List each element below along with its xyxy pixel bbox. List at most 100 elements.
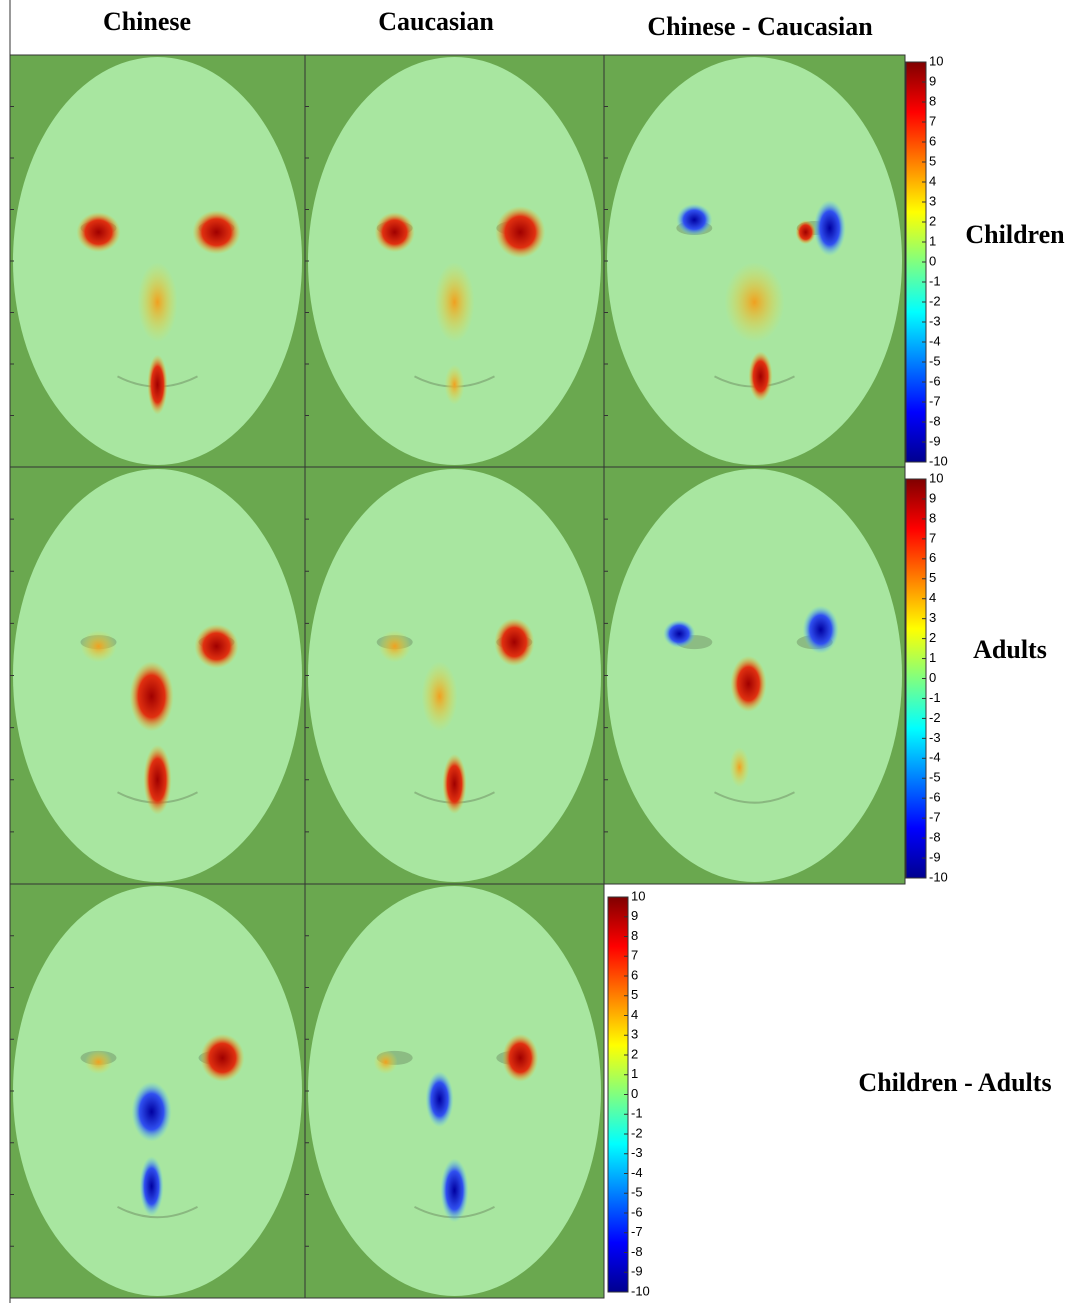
- colorbar-tick-label: -10: [631, 1283, 650, 1298]
- colorbar-tick-label: -1: [929, 690, 941, 705]
- colorbar-tick-label: -9: [929, 849, 941, 864]
- colorbar-tick-label: 0: [631, 1086, 638, 1101]
- colorbar-tick-label: -4: [631, 1165, 643, 1180]
- heat-blob: [375, 212, 415, 252]
- colorbar-tick-label: -6: [929, 790, 941, 805]
- heat-blob: [495, 206, 545, 258]
- colorbar-tick-label: -2: [631, 1125, 643, 1140]
- colorbar-tick-label: 9: [631, 908, 638, 923]
- heat-blob: [725, 262, 785, 342]
- colorbar-tick-label: 3: [929, 193, 936, 208]
- heat-blob: [374, 1050, 398, 1074]
- heat-blob: [148, 355, 168, 415]
- colorbar-tick-label: -5: [929, 770, 941, 785]
- heat-blob: [140, 1156, 164, 1216]
- heat-blob: [814, 200, 846, 256]
- colorbar-tick-label: -7: [631, 1224, 643, 1239]
- row-label: Adults: [973, 635, 1047, 664]
- colorbar-tick-label: 10: [929, 53, 943, 68]
- colorbar-tick-label: 5: [929, 153, 936, 168]
- colorbar-tick-label: -8: [631, 1244, 643, 1259]
- colorbar-tick-label: -8: [929, 830, 941, 845]
- colorbar-tick-label: -10: [929, 453, 948, 468]
- colorbar-tick-label: 4: [631, 1007, 638, 1022]
- colorbar-tick-label: -2: [929, 710, 941, 725]
- colorbar-tick-label: 3: [631, 1027, 638, 1042]
- heat-blob: [494, 618, 534, 666]
- colorbar-tick-label: -4: [929, 750, 941, 765]
- colorbar-tick-label: -8: [929, 413, 941, 428]
- colorbar-tick-label: 1: [631, 1066, 638, 1081]
- colorbar-tick-label: 10: [929, 470, 943, 485]
- colorbar-tick-label: -1: [929, 273, 941, 288]
- heat-blob: [729, 747, 749, 787]
- colorbar-tick-label: 2: [929, 630, 936, 645]
- colorbar-tick-label: 0: [929, 253, 936, 268]
- colorbar-tick-label: -6: [631, 1204, 643, 1219]
- colorbar-tick-label: 7: [631, 948, 638, 963]
- heat-blob: [77, 212, 121, 252]
- heat-blob: [85, 1050, 113, 1074]
- colorbar-tick-label: 4: [929, 590, 936, 605]
- heat-blob: [138, 262, 178, 342]
- colorbar-tick-label: 0: [929, 670, 936, 685]
- heat-blob: [81, 630, 117, 662]
- colorbar-tick-label: 9: [929, 490, 936, 505]
- colorbar-tick-label: 6: [929, 133, 936, 148]
- colorbar-tick-label: 1: [929, 650, 936, 665]
- colorbar-tick-label: 7: [929, 113, 936, 128]
- heat-blob: [441, 1158, 469, 1222]
- colorbar-tick-label: -10: [929, 869, 948, 884]
- colorbar-tick-label: -9: [631, 1264, 643, 1279]
- colorbar-tick-label: -7: [929, 810, 941, 825]
- figure: Chinese Caucasian Chinese - Caucasian Ch…: [0, 0, 1073, 1303]
- column-title: Chinese: [103, 7, 191, 36]
- heat-blob: [132, 1082, 172, 1142]
- colorbar-tick-label: 6: [631, 967, 638, 982]
- face: [308, 886, 601, 1296]
- colorbar-tick-label: 10: [631, 888, 645, 903]
- heat-blob: [422, 661, 458, 731]
- colorbar-tick-label: 3: [929, 610, 936, 625]
- colorbar-tick-label: 4: [929, 173, 936, 188]
- colorbar-tick-label: -9: [929, 433, 941, 448]
- heat-blob: [426, 1071, 454, 1127]
- heat-blob: [676, 204, 712, 236]
- colorbar-tick-label: 8: [631, 928, 638, 943]
- heat-blob: [445, 365, 465, 405]
- heat-blob: [200, 1034, 244, 1082]
- colorbar-tick-label: -6: [929, 373, 941, 388]
- heat-blob: [796, 220, 816, 244]
- column-title: Chinese - Caucasian: [647, 12, 873, 41]
- heat-blob: [730, 656, 766, 712]
- face: [607, 57, 902, 465]
- colorbar-tick-label: -3: [631, 1145, 643, 1160]
- colorbar-tick-label: 5: [631, 987, 638, 1002]
- colorbar-tick-label: 8: [929, 93, 936, 108]
- heat-blob: [443, 754, 467, 814]
- heat-blob: [663, 620, 695, 648]
- column-title: Caucasian: [378, 7, 494, 36]
- colorbar-tick-label: 9: [929, 73, 936, 88]
- face: [308, 469, 601, 882]
- colorbar-tick-label: -3: [929, 730, 941, 745]
- heat-blob: [435, 262, 475, 342]
- colorbar-tick-label: -4: [929, 333, 941, 348]
- colorbar-tick-label: -1: [631, 1106, 643, 1121]
- colorbar-tick-label: -2: [929, 293, 941, 308]
- colorbar-tick-label: -7: [929, 393, 941, 408]
- heat-blob: [502, 1034, 538, 1082]
- colorbar-tick-label: -5: [631, 1185, 643, 1200]
- colorbar-tick-label: 7: [929, 530, 936, 545]
- colorbar-tick-label: -3: [929, 313, 941, 328]
- heat-blob: [803, 606, 839, 654]
- colorbar-tick-label: 8: [929, 510, 936, 525]
- row-label: Children - Adults: [858, 1068, 1051, 1097]
- colorbar-tick-label: 2: [631, 1046, 638, 1061]
- colorbar-tick-label: 6: [929, 550, 936, 565]
- heat-blob: [379, 630, 411, 662]
- colorbar-tick-label: 2: [929, 213, 936, 228]
- heat-blob: [144, 745, 172, 815]
- heat-blob: [193, 210, 241, 254]
- colorbar-tick-label: 5: [929, 570, 936, 585]
